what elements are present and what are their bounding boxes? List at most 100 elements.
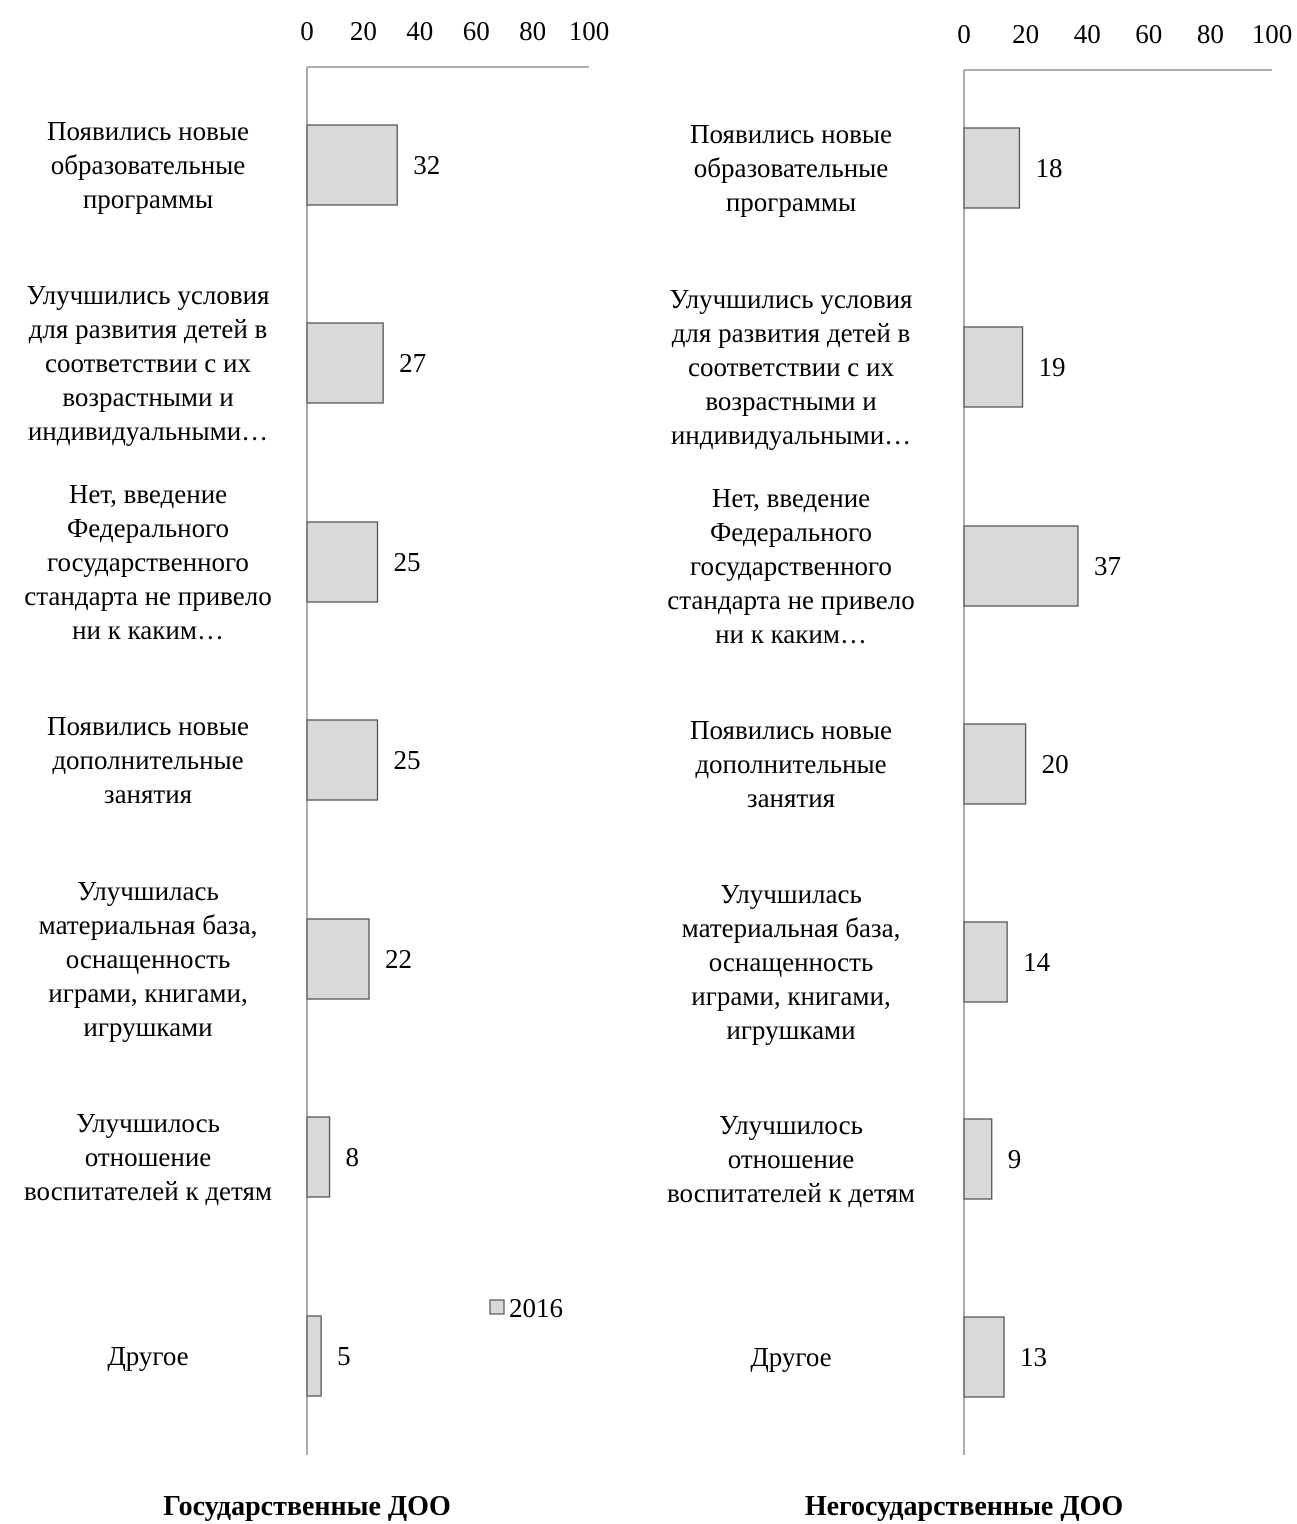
category-label-line: возрастными и bbox=[62, 382, 233, 412]
category-label-line: Появились новые bbox=[690, 119, 892, 149]
x-tick-label: 60 bbox=[1135, 19, 1162, 49]
category-label: Нет, введение Федерального государственног… bbox=[667, 483, 914, 649]
x-tick-label: 100 bbox=[1252, 19, 1293, 49]
category-label-line: для развития детей в bbox=[672, 318, 911, 348]
category-label: Появились новые образовательные программы bbox=[47, 116, 249, 214]
category-label-line: занятия bbox=[747, 783, 835, 813]
bar bbox=[306, 124, 398, 206]
bar bbox=[306, 719, 379, 801]
category-label: Улучшились условия для развития детей в со… bbox=[27, 280, 270, 446]
bar-value-label: 13 bbox=[1020, 1342, 1047, 1372]
bar bbox=[963, 127, 1021, 209]
category-label-line: Улучшилось bbox=[719, 1110, 863, 1140]
legend-swatch bbox=[489, 1299, 505, 1315]
bar bbox=[306, 1315, 322, 1397]
category-label: Улучшилось отношение воспитателей к детям bbox=[667, 1110, 915, 1208]
bar bbox=[963, 525, 1079, 607]
legend-label: 2016 bbox=[509, 1293, 563, 1323]
category-label-line: индивидуальными… bbox=[671, 420, 911, 450]
x-tick-label: 80 bbox=[1197, 19, 1224, 49]
bar bbox=[963, 1118, 993, 1200]
bar bbox=[306, 1116, 331, 1198]
category-label: Улучшилась материальная база, оснащенность… bbox=[39, 876, 258, 1042]
bar-value-label: 25 bbox=[394, 547, 421, 577]
category-label-line: стандарта не привело bbox=[24, 581, 271, 611]
category-label: Появились новые образовательные программы bbox=[690, 119, 892, 217]
bar bbox=[963, 326, 1024, 408]
bar bbox=[306, 322, 384, 404]
category-label-line: Другое bbox=[750, 1342, 831, 1372]
bar-value-label: 25 bbox=[394, 745, 421, 775]
x-tick-label: 60 bbox=[463, 16, 490, 46]
category-label-line: играми, книгами, bbox=[691, 981, 890, 1011]
category-label-line: дополнительные bbox=[695, 749, 886, 779]
category-label-line: Появились новые bbox=[47, 711, 249, 741]
category-label-line: ни к каким… bbox=[72, 615, 224, 645]
category-label-line: образовательные bbox=[51, 150, 246, 180]
bar-value-label: 5 bbox=[337, 1341, 351, 1371]
category-label: Другое bbox=[750, 1342, 831, 1372]
category-label-line: индивидуальными… bbox=[28, 416, 268, 446]
category-label-line: Появились новые bbox=[47, 116, 249, 146]
bar bbox=[306, 918, 370, 1000]
category-label-line: программы bbox=[83, 184, 213, 214]
category-label-line: ни к каким… bbox=[715, 619, 867, 649]
category-label-line: оснащенность bbox=[66, 944, 231, 974]
category-label-line: играми, книгами, bbox=[48, 978, 247, 1008]
x-tick-label: 40 bbox=[406, 16, 433, 46]
category-label-line: стандарта не привело bbox=[667, 585, 914, 615]
category-label-line: Улучшилась bbox=[77, 876, 219, 906]
bar-value-label: 32 bbox=[413, 150, 440, 180]
category-label-line: программы bbox=[726, 187, 856, 217]
category-label-line: образовательные bbox=[694, 153, 889, 183]
category-label-line: Улучшились условия bbox=[27, 280, 270, 310]
bar-value-label: 14 bbox=[1023, 947, 1051, 977]
category-label: Нет, введение Федерального государственног… bbox=[24, 479, 271, 645]
bar bbox=[963, 1316, 1005, 1398]
category-label-line: государственного bbox=[690, 551, 892, 581]
category-label-line: занятия bbox=[104, 779, 192, 809]
category-label-line: государственного bbox=[47, 547, 249, 577]
category-label-line: для развития детей в bbox=[29, 314, 268, 344]
bar-value-label: 18 bbox=[1035, 153, 1062, 183]
category-label-line: соответствии с их bbox=[45, 348, 251, 378]
chart-title: Негосударственные ДОО bbox=[805, 1491, 1123, 1522]
category-label-line: Улучшилась bbox=[720, 879, 862, 909]
category-label: Улучшились условия для развития детей в со… bbox=[670, 284, 913, 450]
chart-panel-1: 0 20 40 60 80 100 32 Появились новые образовател… bbox=[24, 16, 609, 1522]
category-label-line: соответствии с их bbox=[688, 352, 894, 382]
bar-value-label: 37 bbox=[1094, 551, 1121, 581]
category-label-line: материальная база, bbox=[682, 913, 901, 943]
category-label-line: игрушками bbox=[726, 1015, 855, 1045]
chart-panel-2: 0 20 40 60 80 100 18 Появились новые образовател… bbox=[667, 19, 1292, 1522]
x-tick-label: 80 bbox=[519, 16, 546, 46]
bar bbox=[963, 723, 1027, 805]
bar-value-label: 8 bbox=[346, 1142, 360, 1172]
category-label-line: отношение bbox=[728, 1144, 855, 1174]
category-label-line: Нет, введение bbox=[69, 479, 227, 509]
x-tick-label: 20 bbox=[350, 16, 377, 46]
bar-value-label: 20 bbox=[1042, 749, 1069, 779]
chart-title: Государственные ДОО bbox=[163, 1491, 451, 1522]
x-tick-label: 0 bbox=[300, 16, 314, 46]
x-tick-label: 0 bbox=[957, 19, 971, 49]
category-label-line: воспитателей к детям bbox=[667, 1178, 915, 1208]
bar-value-label: 9 bbox=[1008, 1144, 1022, 1174]
category-label-line: материальная база, bbox=[39, 910, 258, 940]
category-label-line: Нет, введение bbox=[712, 483, 870, 513]
x-tick-label: 20 bbox=[1012, 19, 1039, 49]
category-label-line: игрушками bbox=[83, 1012, 212, 1042]
category-label-line: Появились новые bbox=[690, 715, 892, 745]
category-label-line: возрастными и bbox=[705, 386, 876, 416]
category-label: Появились новые дополнительные занятия bbox=[47, 711, 249, 809]
x-tick-label: 100 bbox=[569, 16, 610, 46]
category-label-line: Федерального bbox=[67, 513, 229, 543]
category-label-line: Улучшилось bbox=[76, 1108, 220, 1138]
category-label-line: дополнительные bbox=[52, 745, 243, 775]
category-label-line: Улучшились условия bbox=[670, 284, 913, 314]
bar bbox=[963, 921, 1008, 1003]
category-label: Улучшилась материальная база, оснащенность… bbox=[682, 879, 901, 1045]
x-tick-label: 40 bbox=[1074, 19, 1101, 49]
category-label-line: Федерального bbox=[710, 517, 872, 547]
